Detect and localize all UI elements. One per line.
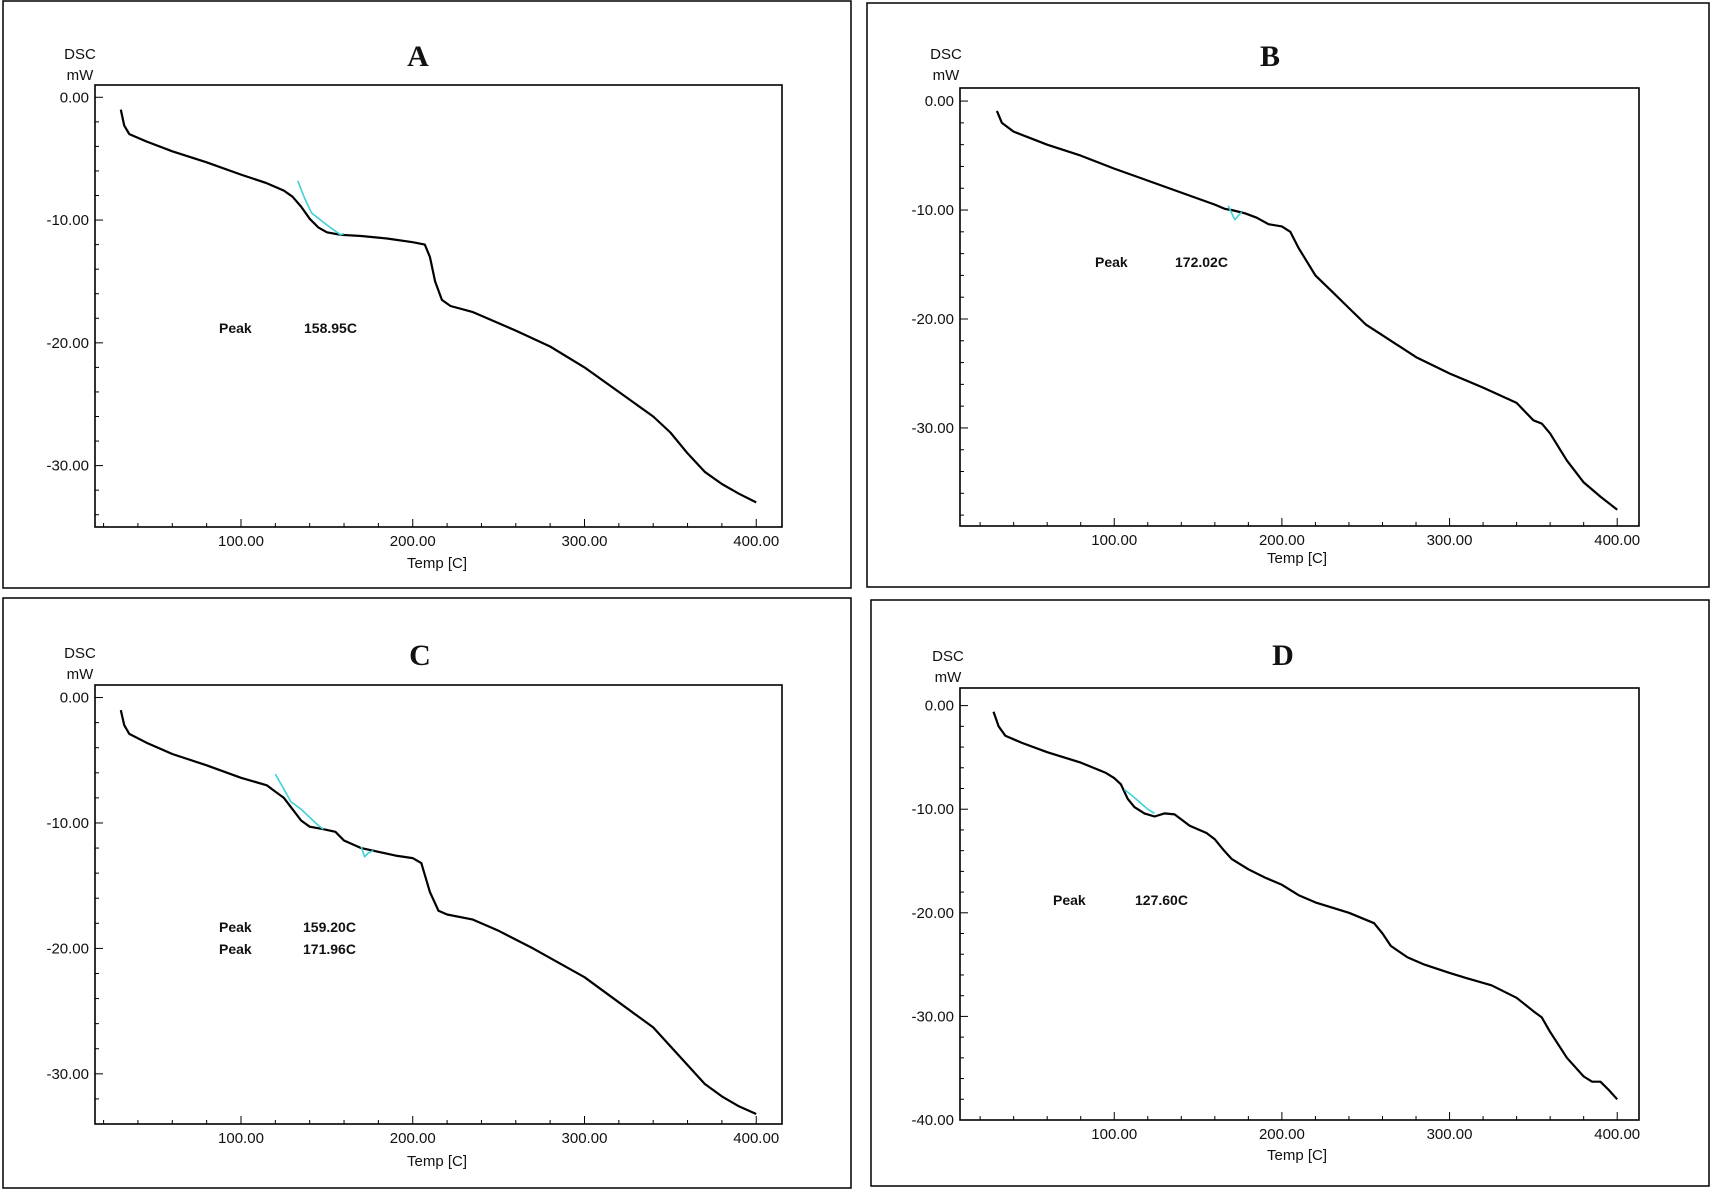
y-tick-label: -20.00 bbox=[911, 905, 954, 922]
peak-annotations: Peak 127.60C bbox=[1053, 892, 1188, 908]
x-tick-label: 400.00 bbox=[733, 533, 779, 550]
peak-label: Peak bbox=[1095, 254, 1128, 270]
x-tick-label: 200.00 bbox=[1259, 1126, 1305, 1143]
y-tick-label: 0.00 bbox=[60, 690, 89, 707]
x-tick-label: 200.00 bbox=[1259, 532, 1305, 549]
x-tick-label: 200.00 bbox=[390, 1130, 436, 1147]
peak-label: Peak bbox=[1053, 892, 1086, 908]
y-axis-unit: mW bbox=[67, 67, 94, 84]
x-axis-label: Temp [C] bbox=[1267, 1147, 1327, 1164]
dsc-curve bbox=[119, 709, 757, 1116]
x-tick-label: 100.00 bbox=[1091, 532, 1137, 549]
peak-baseline-curve bbox=[296, 180, 345, 236]
x-axis-label: Temp [C] bbox=[407, 1153, 467, 1170]
y-tick-label: 0.00 bbox=[925, 93, 954, 110]
y-tick-label: -40.00 bbox=[911, 1112, 954, 1129]
y-tick-label: -10.00 bbox=[911, 202, 954, 219]
panel-frame bbox=[2, 0, 852, 589]
dsc-curve bbox=[992, 711, 1619, 1101]
peak-baseline-curve bbox=[360, 846, 374, 858]
y-axis-label: DSC bbox=[64, 645, 96, 662]
panel-frame bbox=[866, 2, 1710, 588]
peak-value: 127.60C bbox=[1135, 892, 1188, 908]
plot-area bbox=[94, 684, 783, 1125]
panel-title: B bbox=[1260, 40, 1280, 73]
x-axis-label: Temp [C] bbox=[407, 555, 467, 572]
x-axis-label: Temp [C] bbox=[1267, 550, 1327, 567]
y-tick-label: -30.00 bbox=[911, 420, 954, 437]
peak-baseline-curve bbox=[1227, 205, 1243, 221]
peak-annotations: Peak 159.20C Peak 171.96C bbox=[219, 919, 356, 957]
y-tick-label: -20.00 bbox=[46, 335, 89, 352]
peak-baseline-curve bbox=[274, 773, 324, 830]
x-tick-label: 300.00 bbox=[562, 1130, 608, 1147]
peak-annotations: Peak 158.95C bbox=[219, 320, 357, 336]
plot-area bbox=[959, 687, 1640, 1121]
peak-value: 172.02C bbox=[1175, 254, 1228, 270]
panel-frame bbox=[870, 599, 1710, 1187]
y-axis-label: DSC bbox=[64, 46, 96, 63]
peak-label: Peak bbox=[219, 320, 252, 336]
panel-c: C DSC mW Temp [C] Peak 159.20C Peak 171.… bbox=[2, 597, 852, 1189]
y-axis-unit: mW bbox=[67, 666, 94, 683]
x-tick-label: 100.00 bbox=[1091, 1126, 1137, 1143]
peak-value: 158.95C bbox=[304, 320, 357, 336]
y-tick-label: -10.00 bbox=[46, 815, 89, 832]
panel-title: C bbox=[409, 639, 431, 672]
y-tick-label: -30.00 bbox=[46, 1066, 89, 1083]
peak-value: 171.96C bbox=[303, 941, 356, 957]
peak-label: Peak bbox=[219, 919, 252, 935]
x-tick-label: 300.00 bbox=[1427, 1126, 1473, 1143]
x-tick-label: 300.00 bbox=[1427, 532, 1473, 549]
x-tick-label: 300.00 bbox=[562, 533, 608, 550]
y-tick-label: -20.00 bbox=[911, 311, 954, 328]
y-tick-label: 0.00 bbox=[60, 89, 89, 106]
x-tick-label: 100.00 bbox=[218, 1130, 264, 1147]
x-tick-label: 400.00 bbox=[733, 1130, 779, 1147]
y-axis-label: DSC bbox=[932, 648, 964, 665]
peak-baseline-curve bbox=[1123, 788, 1155, 815]
y-tick-label: -30.00 bbox=[911, 1008, 954, 1025]
y-tick-label: -10.00 bbox=[46, 212, 89, 229]
y-tick-label: -20.00 bbox=[46, 940, 89, 957]
x-tick-label: 100.00 bbox=[218, 533, 264, 550]
panel-frame bbox=[2, 597, 852, 1189]
dsc-curve bbox=[995, 110, 1618, 511]
y-tick-label: -30.00 bbox=[46, 458, 89, 475]
peak-label: Peak bbox=[219, 941, 252, 957]
plot-area bbox=[94, 84, 783, 528]
plot-area bbox=[959, 87, 1640, 527]
panel-title: A bbox=[407, 40, 429, 73]
panel-a: A DSC mW Temp [C] Peak 158.95C 0.00 -10.0… bbox=[2, 0, 852, 589]
y-axis-unit: mW bbox=[933, 67, 960, 84]
y-axis-unit: mW bbox=[935, 669, 962, 686]
panel-d: D DSC mW Temp [C] Peak 127.60C 0.00 -10.0… bbox=[870, 599, 1710, 1187]
y-tick-label: -10.00 bbox=[911, 801, 954, 818]
panel-title: D bbox=[1272, 639, 1294, 672]
dsc-curve bbox=[119, 109, 757, 504]
peak-value: 159.20C bbox=[303, 919, 356, 935]
y-tick-label: 0.00 bbox=[925, 698, 954, 715]
x-tick-label: 400.00 bbox=[1594, 532, 1640, 549]
x-tick-label: 400.00 bbox=[1594, 1126, 1640, 1143]
y-axis-label: DSC bbox=[930, 46, 962, 63]
x-tick-label: 200.00 bbox=[390, 533, 436, 550]
panel-b: B DSC mW Temp [C] Peak 172.02C 0.00 -10.0… bbox=[866, 2, 1710, 588]
peak-annotations: Peak 172.02C bbox=[1095, 254, 1228, 270]
